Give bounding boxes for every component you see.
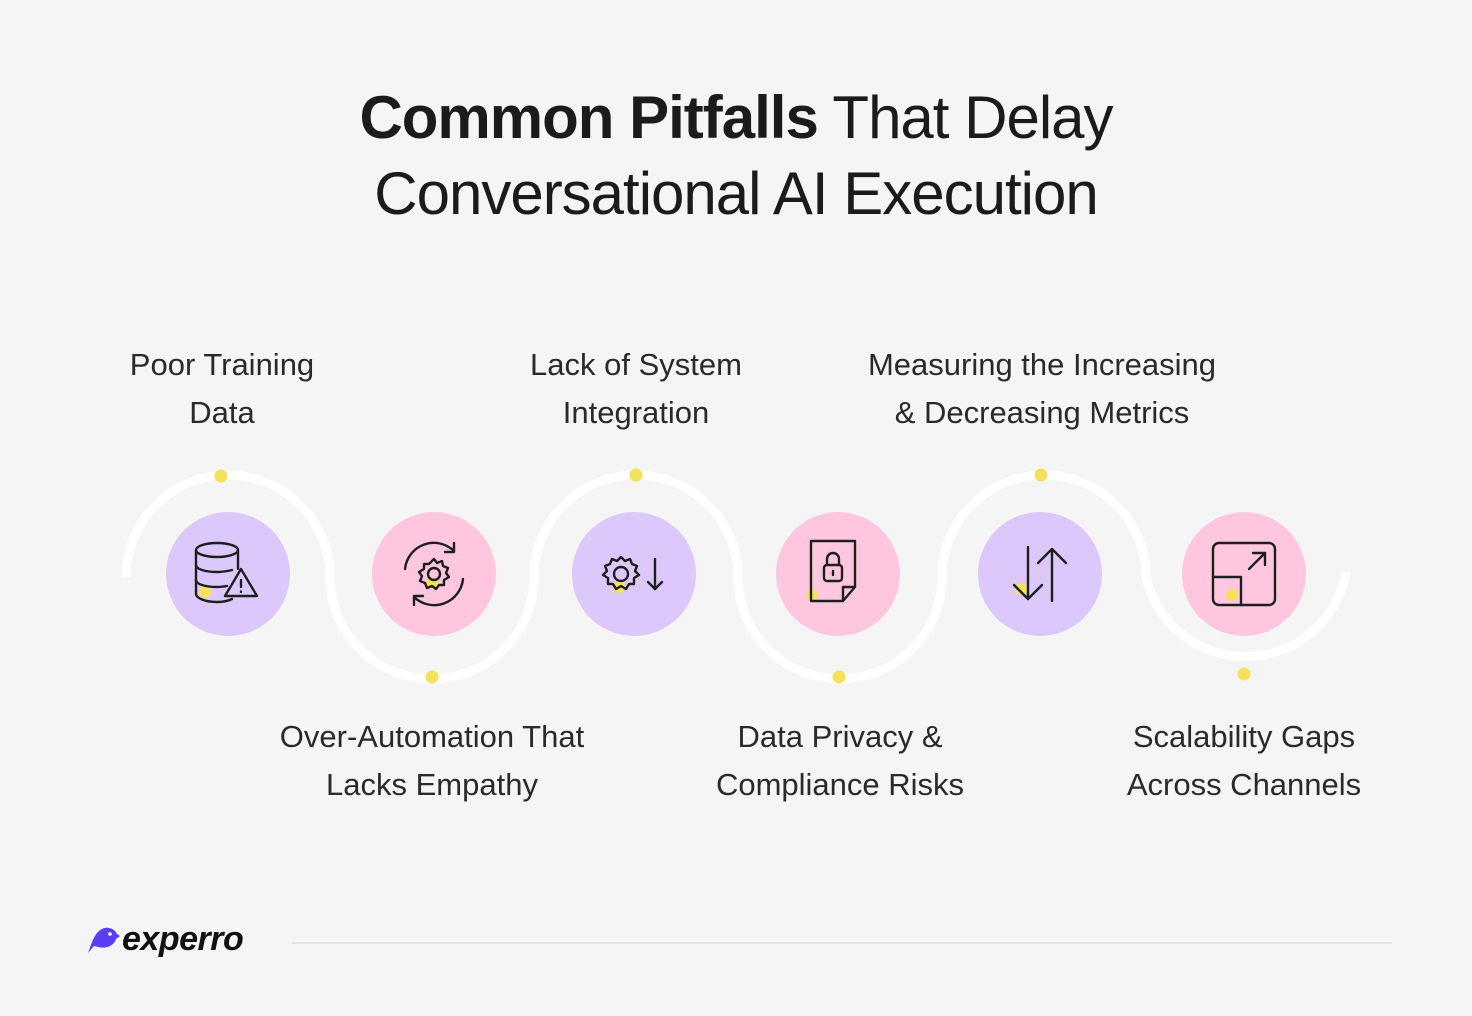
label-poor-training-data: Poor Training Data [129, 347, 315, 430]
title-line2: Conversational AI Execution [374, 160, 1098, 227]
gear-arrow-down-icon [601, 555, 664, 593]
step-circle-6 [1182, 512, 1306, 636]
label-scalability-gaps: Scalability Gaps Across Channels [1126, 719, 1362, 802]
step-circle-4 [776, 512, 900, 636]
footer-divider [292, 942, 1392, 944]
label-over-automation: Over-Automation That Lacks Empathy [279, 719, 585, 802]
brand-logo: experro [86, 920, 244, 959]
label-measuring-metrics: Measuring the Increasing & Decreasing Me… [867, 347, 1217, 430]
gear-refresh-icon [403, 541, 465, 607]
wave-dot [629, 468, 643, 482]
bird-logo-icon [88, 927, 120, 953]
wave-dot [1237, 667, 1251, 681]
brand-name: experro [122, 920, 244, 958]
database-warning-icon [194, 541, 259, 604]
wave-dot [832, 670, 846, 684]
step-circle-2 [372, 512, 496, 636]
title-bold: Common Pitfalls [359, 84, 818, 151]
arrows-up-down-icon [1012, 545, 1068, 603]
wave-dot [1034, 468, 1048, 482]
page-title: Common Pitfalls That Delay Conversationa… [0, 80, 1472, 232]
wave-dot [214, 469, 228, 483]
expand-square-icon [1211, 541, 1277, 607]
step-circle-1 [166, 512, 290, 636]
wave-dot [425, 670, 439, 684]
title-rest: That Delay [817, 84, 1113, 151]
step-circle-5 [978, 512, 1102, 636]
label-system-integration: Lack of System Integration [530, 347, 742, 430]
label-data-privacy: Data Privacy & Compliance Risks [715, 719, 965, 802]
step-circle-3 [572, 512, 696, 636]
document-lock-icon [806, 539, 857, 603]
